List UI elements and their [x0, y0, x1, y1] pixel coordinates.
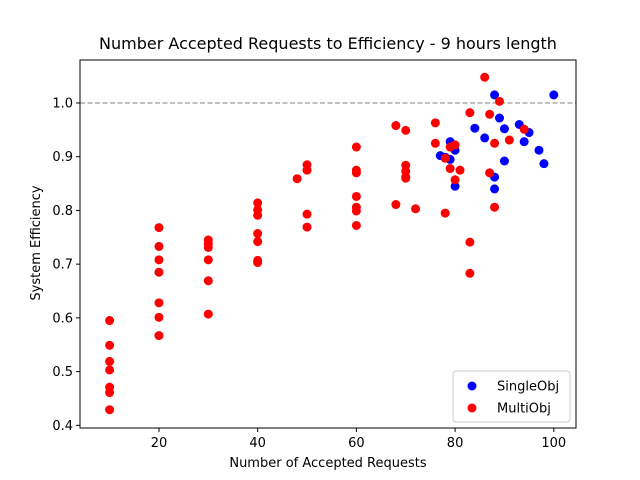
legend-label-multiobj: MultiObj	[497, 402, 551, 417]
data-point-multiobj	[391, 200, 401, 210]
data-point-multiobj	[154, 255, 164, 265]
y-tick-label: 0.9	[52, 150, 73, 165]
data-point-multiobj	[105, 356, 115, 366]
data-point-multiobj	[302, 222, 312, 232]
data-point-multiobj	[519, 124, 529, 134]
chart-title: Number Accepted Requests to Efficiency -…	[99, 34, 557, 53]
data-point-multiobj	[430, 138, 440, 148]
data-point-multiobj	[391, 121, 401, 131]
data-point-multiobj	[351, 206, 361, 216]
data-point-multiobj	[154, 241, 164, 251]
data-point-multiobj	[455, 165, 465, 175]
data-point-multiobj	[253, 198, 263, 208]
data-point-multiobj	[440, 208, 450, 218]
data-point-multiobj	[465, 108, 475, 118]
data-point-multiobj	[154, 298, 164, 308]
data-point-singleobj	[534, 145, 544, 155]
data-point-multiobj	[351, 220, 361, 230]
x-tick-label: 80	[447, 436, 464, 451]
data-point-multiobj	[253, 258, 263, 268]
data-point-multiobj	[105, 340, 115, 350]
data-point-multiobj	[401, 125, 411, 135]
data-point-singleobj	[549, 90, 559, 100]
data-point-singleobj	[480, 133, 490, 143]
data-point-multiobj	[450, 175, 460, 185]
y-tick-label: 0.4	[52, 419, 73, 434]
legend: SingleObj MultiObj	[452, 370, 571, 423]
data-point-multiobj	[105, 388, 115, 398]
data-point-multiobj	[430, 118, 440, 128]
data-point-multiobj	[490, 202, 500, 212]
data-point-singleobj	[490, 184, 500, 194]
data-point-multiobj	[351, 168, 361, 178]
data-point-multiobj	[253, 210, 263, 220]
y-tick-label: 1.0	[52, 96, 73, 111]
data-point-multiobj	[253, 229, 263, 239]
data-point-multiobj	[105, 365, 115, 375]
data-point-singleobj	[499, 156, 509, 166]
y-tick-label: 0.5	[52, 365, 73, 380]
data-point-multiobj	[485, 168, 495, 178]
x-tick-label: 20	[151, 436, 168, 451]
data-point-multiobj	[465, 237, 475, 247]
data-point-multiobj	[450, 140, 460, 150]
legend-label-singleobj: SingleObj	[497, 380, 559, 395]
x-tick-label: 100	[541, 436, 566, 451]
x-axis-label: Number of Accepted Requests	[229, 456, 427, 471]
data-point-multiobj	[154, 312, 164, 322]
axes-frame	[79, 59, 577, 429]
data-point-multiobj	[465, 268, 475, 278]
data-point-multiobj	[105, 316, 115, 326]
data-point-singleobj	[450, 181, 460, 191]
data-point-singleobj	[495, 113, 505, 123]
data-point-multiobj	[203, 242, 213, 252]
data-point-multiobj	[445, 164, 455, 174]
data-point-multiobj	[203, 255, 213, 265]
data-point-multiobj	[504, 135, 514, 145]
legend-marker-singleobj	[467, 381, 477, 391]
data-point-multiobj	[154, 267, 164, 277]
data-point-singleobj	[470, 123, 480, 133]
data-point-singleobj	[490, 90, 500, 100]
y-tick-label: 0.7	[52, 258, 73, 273]
data-point-multiobj	[490, 138, 500, 148]
data-point-multiobj	[203, 309, 213, 319]
y-tick-label: 0.8	[52, 204, 73, 219]
data-point-multiobj	[351, 142, 361, 152]
legend-marker-multiobj	[467, 403, 477, 413]
plot-area: 20 40 60 80 100 0.4 0.5 0.6 0.7 0.8 0.9 1.0	[52, 59, 577, 451]
data-point-multiobj	[302, 209, 312, 219]
data-point-multiobj	[440, 153, 450, 163]
y-axis-label: System Efficiency	[29, 185, 44, 301]
data-point-multiobj	[351, 191, 361, 201]
data-point-multiobj	[203, 276, 213, 286]
data-point-singleobj	[539, 159, 549, 169]
data-point-singleobj	[499, 124, 509, 134]
x-tick-label: 40	[249, 436, 266, 451]
data-point-multiobj	[105, 405, 115, 415]
data-point-multiobj	[411, 204, 421, 214]
data-point-multiobj	[485, 109, 495, 119]
data-point-multiobj	[480, 72, 490, 82]
y-tick-label: 0.6	[52, 311, 73, 326]
data-point-multiobj	[253, 237, 263, 247]
data-point-multiobj	[495, 96, 505, 106]
data-point-multiobj	[292, 174, 302, 184]
legend-box	[452, 370, 571, 423]
data-point-multiobj	[154, 331, 164, 341]
data-point-multiobj	[154, 223, 164, 233]
x-tick-label: 60	[348, 436, 365, 451]
data-point-singleobj	[519, 137, 529, 147]
data-point-multiobj	[302, 165, 312, 175]
data-point-multiobj	[401, 173, 411, 183]
